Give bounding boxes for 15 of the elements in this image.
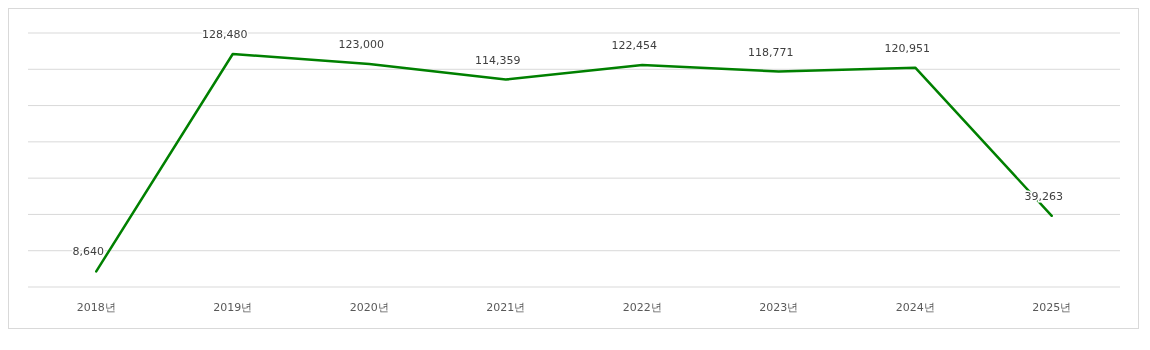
data-label: 8,640 — [72, 245, 104, 259]
x-tick-label: 2023년 — [759, 301, 799, 314]
data-label: 123,000 — [338, 37, 384, 51]
x-tick-label: 2022년 — [622, 301, 662, 314]
data-label: 120,951 — [884, 41, 930, 55]
data-label: 114,359 — [475, 53, 521, 67]
x-tick-label: 2021년 — [486, 301, 526, 314]
data-label: 118,771 — [748, 45, 794, 59]
x-tick-label: 2020년 — [349, 301, 389, 314]
data-label: 128,480 — [202, 27, 248, 41]
x-tick-label: 2018년 — [76, 301, 116, 314]
x-tick-label: 2025년 — [1032, 301, 1072, 314]
x-tick-label: 2024년 — [895, 301, 935, 314]
data-label: 122,454 — [611, 38, 657, 52]
x-tick-label: 2019년 — [213, 301, 253, 314]
